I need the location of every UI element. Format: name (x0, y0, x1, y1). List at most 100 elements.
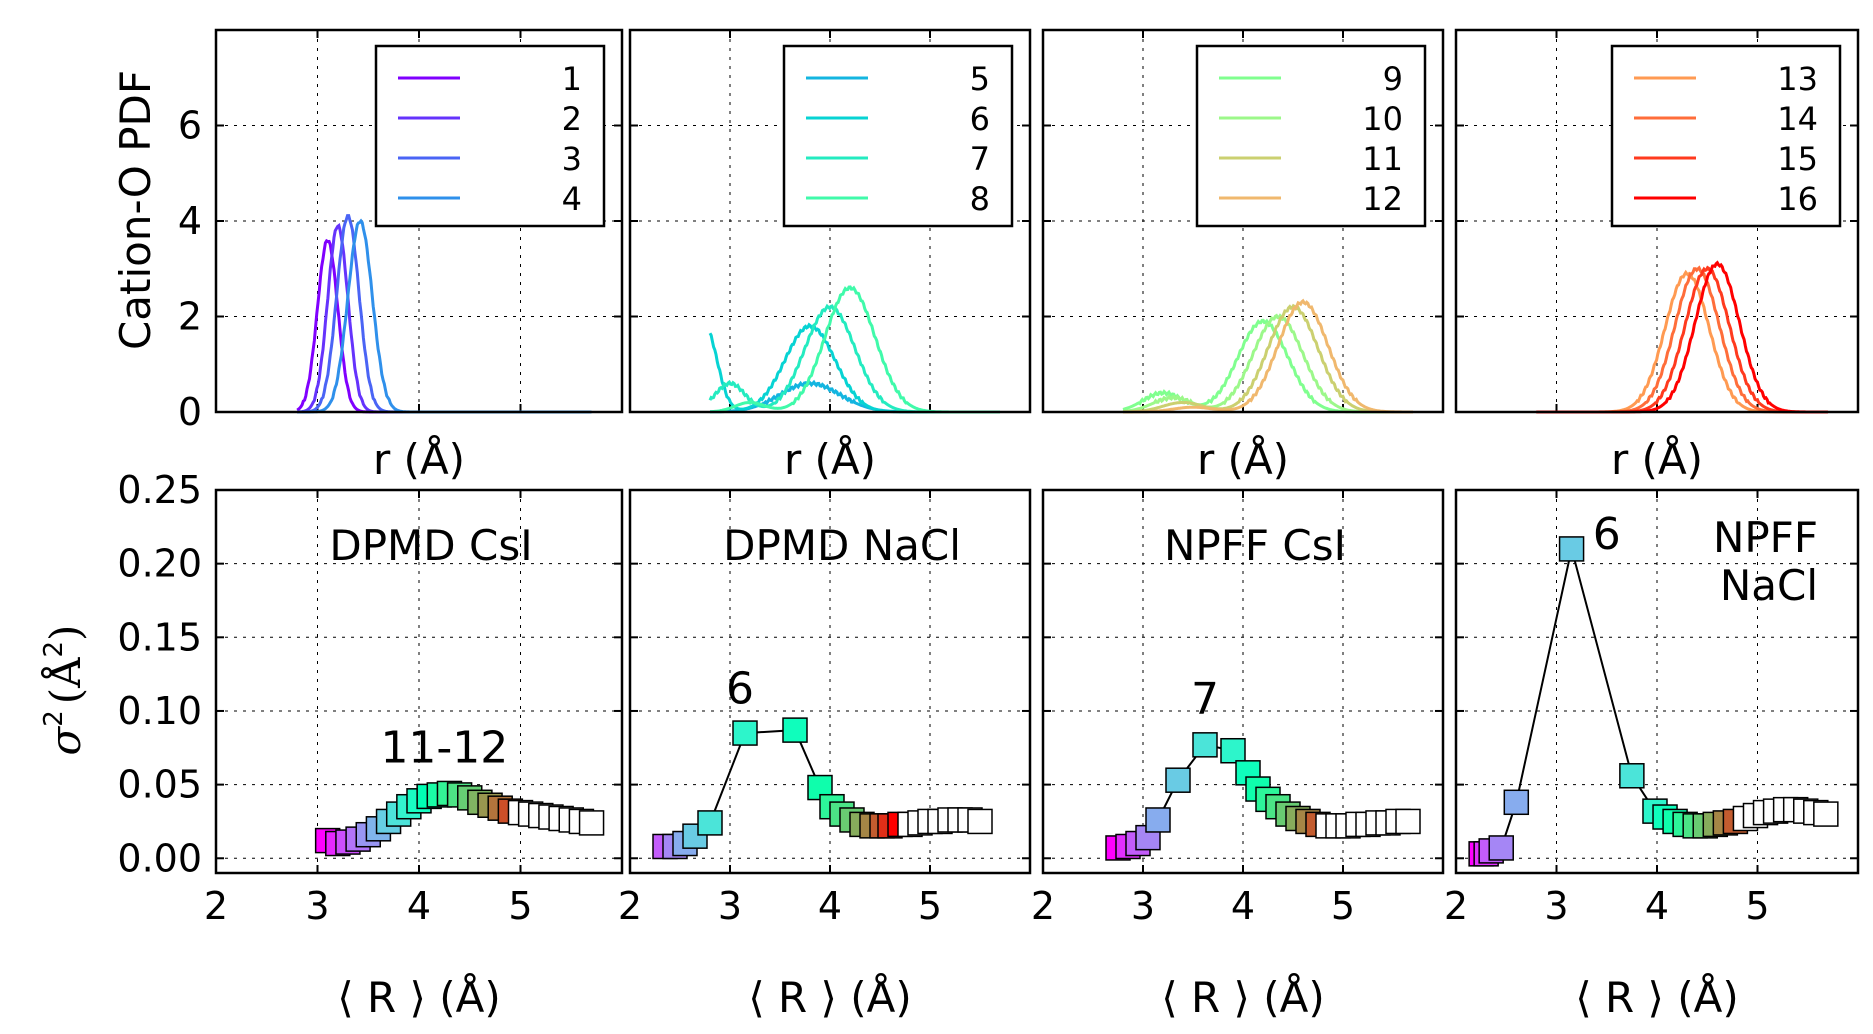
y-tick-label: 6 (178, 104, 202, 148)
x-tick-label: 3 (305, 884, 329, 928)
legend-label: 9 (1383, 60, 1403, 98)
x-tick-label: 2 (1031, 884, 1055, 928)
x-tick-label: 2 (618, 884, 642, 928)
axes-frame (628, 28, 1032, 414)
xlabel-r: R (354, 973, 410, 1022)
legend-label: 1 (562, 60, 582, 98)
x-tick-label: 4 (818, 884, 842, 928)
axes-frame (214, 488, 624, 875)
x-tick-label: 5 (918, 884, 942, 928)
xlabel-close: ⟩ (Å) (1234, 972, 1325, 1022)
bottom-ylabel-unit-open: (Å (40, 657, 90, 704)
panel-bottom-1: 0.00 0.05 0.10 0.15 0.20 0.25 2 3 4 5 DPMD CsI 11-1… (117, 468, 624, 1022)
y-tick-label: 0.20 (117, 542, 202, 586)
annotation-label: 6 (1593, 509, 1621, 560)
x-axis-label: r (Å) (1611, 434, 1703, 484)
bottom-ylabel-unit-close: ) (41, 625, 90, 641)
annotation-label: 7 (1191, 674, 1219, 725)
xlabel-close: ⟩ (Å) (410, 972, 501, 1022)
y-tick-label: 4 (178, 199, 202, 243)
x-tick-label: 4 (1231, 884, 1255, 928)
x-axis-label: ⟨ R ⟩ (Å) (748, 972, 912, 1022)
legend-label: 14 (1777, 100, 1818, 138)
data-point (1145, 807, 1171, 833)
data-point (782, 717, 808, 743)
legend-box (1195, 44, 1427, 228)
x-tick-label: 2 (1444, 884, 1468, 928)
panel-bottom-3: 2 3 4 5 NPFF CsI 7 ⟨ R ⟩ (Å) (1031, 488, 1445, 1022)
x-tick-label: 3 (1544, 884, 1568, 928)
panel-title-line2: NaCl (1720, 561, 1818, 610)
legend-box (374, 44, 606, 228)
legend-label: 6 (970, 100, 990, 138)
data-point (1165, 767, 1191, 793)
data-point (1220, 737, 1246, 764)
panel-bottom-2: 2 3 4 5 DPMD NaCl 6 ⟨ R ⟩ (Å) (618, 488, 1032, 1022)
x-tick-label: 4 (1645, 884, 1669, 928)
xlabel-r: R (765, 973, 821, 1022)
pdf-curve-12 (1123, 298, 1413, 414)
panel-title: NPFF (1713, 513, 1818, 562)
top-ylabel: Cation-O PDF (111, 70, 160, 350)
pdf-curve-13 (1536, 269, 1828, 414)
x-axis-label: ⟨ R ⟩ (Å) (1161, 972, 1325, 1022)
bottom-ylabel: σ2(Å2) (39, 625, 90, 756)
legend-label: 7 (970, 140, 990, 178)
xlabel-open: ⟨ (748, 973, 764, 1022)
bottom-ylabel-unit-sup: 2 (39, 641, 69, 658)
y-tick-label: 2 (178, 295, 202, 339)
panel-title: NPFF CsI (1164, 521, 1346, 570)
y-tick-label: 0 (178, 390, 202, 434)
legend-label: 2 (562, 100, 582, 138)
legend-label: 12 (1362, 180, 1403, 218)
pdf-curve-1 (296, 238, 592, 414)
data-point (967, 808, 993, 835)
x-axis-label: r (Å) (784, 434, 876, 484)
y-tick-label: 0.05 (117, 763, 202, 807)
x-axis-label: r (Å) (1197, 434, 1289, 484)
xlabel-close: ⟩ (Å) (1648, 972, 1739, 1022)
bottom-ylabel-sigma: σ (41, 725, 90, 755)
legend-label: 8 (970, 180, 990, 218)
axes-frame (1041, 28, 1445, 414)
x-tick-label: 5 (1745, 884, 1769, 928)
legend-label: 3 (562, 140, 582, 178)
xlabel-open: ⟨ (337, 973, 353, 1022)
y-tick-label: 0.00 (117, 836, 202, 880)
axes-frame (1454, 28, 1860, 414)
legend-box (782, 44, 1014, 228)
x-tick-label: 4 (407, 884, 431, 928)
legend-label: 13 (1777, 60, 1818, 98)
x-tick-label: 2 (204, 884, 228, 928)
annotation-label: 11-12 (380, 723, 508, 774)
axes-frame (1041, 488, 1445, 875)
pdf-curve-10 (1122, 313, 1413, 414)
data-point (1558, 536, 1585, 562)
legend-label: 10 (1362, 100, 1403, 138)
pdf-curve-15 (1536, 265, 1828, 414)
data-point (578, 810, 605, 836)
x-tick-label: 5 (508, 884, 532, 928)
legend-label: 5 (970, 60, 990, 98)
annotation-label: 6 (726, 664, 754, 715)
data-point (732, 720, 758, 746)
x-axis-label: ⟨ R ⟩ (Å) (1575, 972, 1739, 1022)
data-point (1813, 801, 1839, 827)
pdf-curve-11 (1123, 303, 1413, 414)
panel-title: DPMD CsI (329, 521, 532, 570)
legend-label: 16 (1777, 180, 1818, 218)
legend-box (1610, 44, 1842, 228)
y-tick-label: 0.25 (117, 468, 202, 512)
bottom-ylabel-sup: 2 (39, 710, 69, 727)
x-tick-label: 3 (1131, 884, 1155, 928)
xlabel-open: ⟨ (1575, 973, 1591, 1022)
data-point (1488, 835, 1514, 861)
axes-frame (1454, 488, 1860, 875)
panel-title: DPMD NaCl (723, 521, 961, 570)
data-point (1395, 808, 1421, 835)
legend-label: 15 (1777, 140, 1818, 178)
data-point (1619, 763, 1645, 789)
x-tick-label: 3 (718, 884, 742, 928)
